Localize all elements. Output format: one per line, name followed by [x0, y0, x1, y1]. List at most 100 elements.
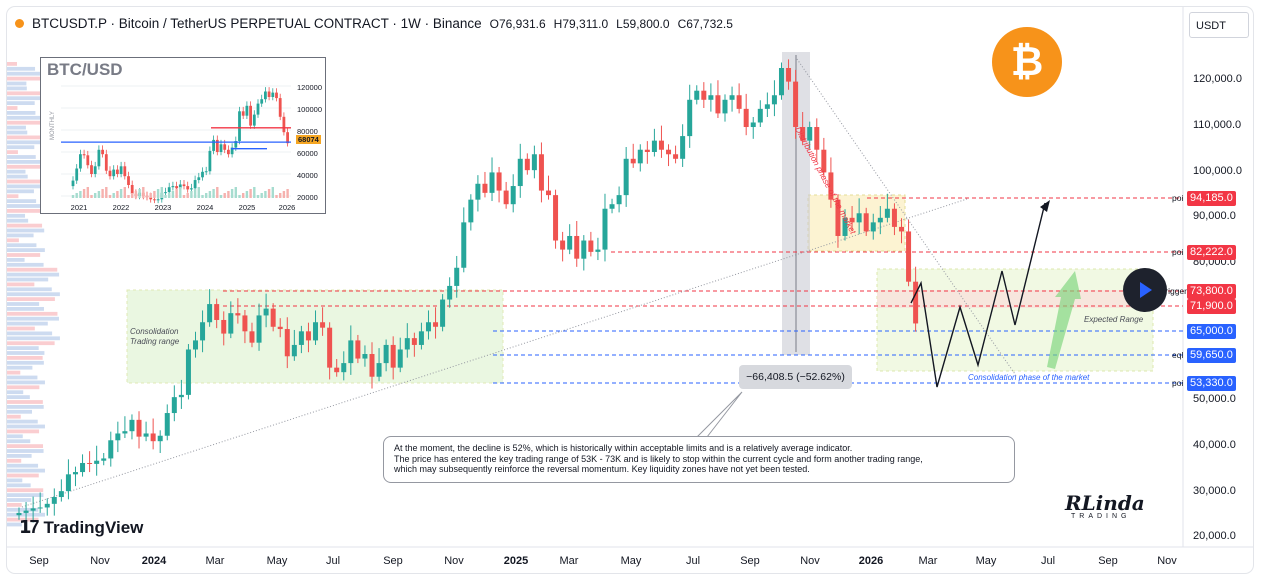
level-price-tag: 73,800.0	[1187, 284, 1236, 299]
volume-profile-bar	[7, 331, 53, 336]
time-tick: 2025	[503, 555, 529, 567]
volume-profile-bar	[7, 262, 44, 267]
price-chart[interactable]	[7, 7, 1253, 573]
candle-body	[694, 90, 700, 100]
inset-candle	[119, 166, 123, 174]
volume-profile-bar	[7, 351, 45, 355]
inset-candle	[193, 180, 197, 189]
candle-body	[228, 313, 234, 334]
candle-body	[899, 226, 904, 232]
time-tick: Jul	[325, 555, 341, 567]
candle-body	[835, 199, 841, 236]
candle-body	[242, 315, 248, 332]
volume-profile-bar	[7, 267, 58, 272]
inset-candle	[252, 114, 256, 126]
candle-body	[510, 186, 516, 205]
inset-candle	[264, 91, 267, 100]
volume-profile-bar	[7, 385, 40, 390]
time-tick: May	[266, 555, 288, 567]
candle-body	[771, 95, 777, 105]
analysis-note[interactable]: At the moment, the decline is 52%, which…	[383, 436, 1015, 483]
inset-volume-bar	[275, 195, 278, 198]
volume-profile-bar	[7, 253, 41, 257]
inset-candle	[234, 141, 238, 148]
level-label: trigger	[1162, 286, 1187, 296]
inset-candle	[101, 149, 104, 155]
candle-body	[560, 240, 566, 250]
inset-volume-bar	[271, 187, 274, 198]
price-tick: 20,000.0	[1193, 530, 1236, 542]
currency-selector[interactable]: USDT	[1189, 12, 1249, 38]
candle-body	[595, 249, 601, 252]
consolidation-label-line1: Consolidation Trading range	[130, 327, 180, 346]
inset-candle	[171, 186, 175, 188]
candle-body	[828, 172, 834, 200]
inset-candle	[256, 103, 260, 115]
volume-profile-bar	[7, 503, 22, 507]
volume-profile-bar	[7, 287, 52, 292]
symbol-title[interactable]: BTCUSDT.P · Bitcoin / TetherUS PERPETUAL…	[32, 16, 482, 31]
inset-volume-bar	[245, 191, 249, 198]
inset-volume-bar	[153, 191, 156, 198]
volume-profile-bar	[7, 282, 35, 287]
inset-candle	[282, 116, 286, 133]
ohlc-close: C67,732.5	[677, 16, 733, 31]
candle-body	[249, 331, 255, 343]
play-button[interactable]	[1123, 268, 1167, 312]
volume-profile-bar	[7, 468, 45, 473]
candle-body	[334, 367, 340, 373]
candle-body	[397, 349, 403, 368]
level-price-tag: 59,650.0	[1187, 348, 1236, 363]
volume-profile-bar	[7, 130, 28, 135]
volume-profile-bar	[7, 409, 33, 414]
volume-profile-bar	[7, 375, 38, 380]
candle-body	[588, 240, 594, 252]
candle-body	[856, 213, 862, 223]
inset-volume-bar	[197, 187, 200, 198]
inset-volume-bar	[127, 195, 130, 198]
volume-profile-bar	[7, 272, 60, 277]
price-tick: 30,000.0	[1193, 485, 1236, 497]
volume-profile-bar	[7, 101, 35, 105]
inset-ytick: 60000	[297, 149, 318, 158]
volume-profile-bar	[7, 419, 38, 424]
volume-profile-bar	[7, 125, 26, 130]
inset-candle	[71, 180, 75, 187]
inset-volume-bar	[131, 193, 134, 198]
candle-body	[313, 322, 319, 341]
inset-candle	[153, 199, 156, 201]
candle-body	[546, 190, 551, 196]
inset-volume-bar	[249, 189, 252, 198]
inset-candle	[271, 92, 275, 97]
inset-ytick: 120000	[297, 83, 323, 92]
volume-profile-bar	[7, 111, 36, 115]
inset-candle	[112, 169, 116, 177]
volume-profile-bar	[7, 458, 22, 463]
tradingview-logo[interactable]: 𝟭7 TradingView	[19, 517, 143, 538]
time-tick: Jul	[685, 555, 701, 567]
candle-body	[793, 81, 799, 128]
time-tick: 2026	[858, 555, 884, 567]
volume-profile-bar	[7, 233, 34, 238]
ohlc-high: H79,311.0	[553, 16, 609, 31]
candle-body	[475, 183, 481, 200]
candle-body	[51, 497, 57, 504]
candle-body	[171, 397, 177, 414]
volume-profile-bar	[7, 400, 43, 404]
candle-body	[320, 322, 326, 328]
inset-volume-bar	[212, 189, 215, 198]
volume-profile-bar	[7, 91, 42, 96]
ohlc-low: L59,800.0	[616, 16, 670, 31]
inset-candle	[286, 132, 289, 144]
inset-volume-bar	[86, 187, 89, 198]
inset-candle	[164, 192, 167, 194]
volume-profile-bar	[7, 218, 29, 223]
inset-volume-bar	[164, 195, 167, 198]
volume-profile-bar	[7, 228, 45, 233]
inset-candle	[186, 186, 190, 190]
poi-zone	[807, 194, 906, 252]
expected-range-label: Expected Range	[1084, 315, 1144, 324]
candle-body	[235, 313, 241, 316]
candle-body	[433, 322, 439, 327]
volume-profile-bar	[7, 115, 45, 120]
